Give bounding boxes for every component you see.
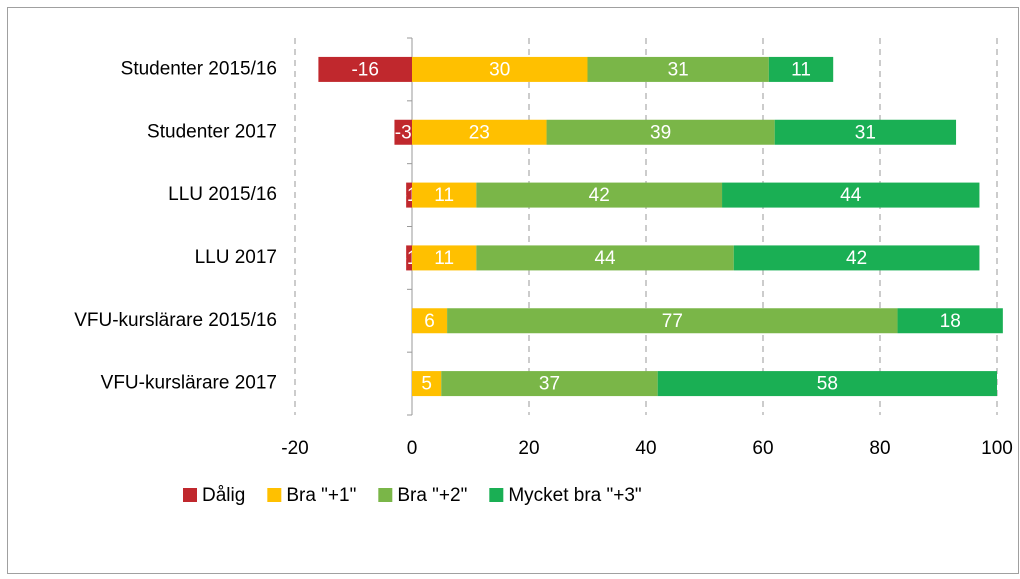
bar-segment: [722, 182, 980, 208]
data-label: 58: [817, 374, 838, 395]
chart-border: [7, 7, 1019, 574]
data-label: 31: [855, 122, 876, 143]
legend-swatch: [267, 488, 282, 502]
legend-label: Bra "+2": [397, 485, 467, 506]
legend-label: Mycket bra "+3": [508, 485, 641, 506]
bar-segment: [546, 119, 775, 145]
y-tick-label: LLU 2017: [195, 247, 277, 268]
bar-segment: [406, 245, 412, 271]
legend-swatch: [489, 488, 504, 502]
bar-segment: [476, 245, 734, 271]
data-label: 42: [589, 185, 610, 206]
bar-segment: [394, 119, 412, 145]
x-tick-label: 40: [635, 438, 656, 459]
x-tick-label: 20: [518, 438, 539, 459]
data-label: 18: [940, 311, 961, 332]
y-tick-label: Studenter 2017: [147, 121, 277, 142]
data-label: 39: [650, 122, 671, 143]
legend-label: Dålig: [202, 485, 245, 506]
legend-label: Bra "+1": [286, 485, 356, 506]
bar-segment: [897, 308, 1003, 334]
bar-segment: [587, 56, 769, 82]
y-tick-label: VFU-kurslärare 2015/16: [74, 310, 277, 331]
legend-swatch: [378, 488, 393, 502]
y-tick-label: Studenter 2015/16: [121, 58, 277, 79]
data-label: 42: [846, 248, 867, 269]
data-label: 23: [469, 122, 490, 143]
bar-segment: [412, 371, 442, 397]
data-label: 44: [840, 185, 862, 206]
data-label: 37: [539, 374, 560, 395]
data-label: 6: [424, 311, 435, 332]
data-label: 31: [668, 59, 689, 80]
x-tick-label: 100: [981, 438, 1013, 459]
y-tick-label: VFU-kurslärare 2017: [101, 373, 277, 394]
data-label: -16: [351, 59, 378, 80]
bar-segment: [318, 56, 412, 82]
bar-segment: [657, 371, 997, 397]
bar-segment: [412, 245, 477, 271]
bar-segment: [774, 119, 957, 145]
data-label: 30: [489, 59, 510, 80]
data-label: 44: [594, 248, 616, 269]
x-tick-label: 0: [407, 438, 418, 459]
bar-segment: [476, 182, 723, 208]
data-label: 5: [421, 374, 432, 395]
bar-segment: [406, 182, 412, 208]
bar-segment: [733, 245, 980, 271]
bar-segment: [412, 56, 588, 82]
bar-segment: [441, 371, 658, 397]
y-tick-label: LLU 2015/16: [168, 184, 277, 205]
x-tick-label: -20: [281, 438, 308, 459]
bar-segment: [412, 182, 477, 208]
data-label: 11: [791, 59, 811, 80]
data-label: 11: [434, 185, 454, 206]
data-label: 11: [434, 248, 454, 269]
x-tick-label: 60: [752, 438, 773, 459]
bar-segment: [412, 308, 448, 334]
bar-segment: [412, 119, 547, 145]
bar-segment: [768, 56, 834, 82]
data-label: -3: [395, 122, 412, 143]
legend-swatch: [183, 488, 197, 502]
data-label: 77: [662, 311, 683, 332]
bar-segment: [447, 308, 898, 334]
x-tick-label: 80: [869, 438, 890, 459]
